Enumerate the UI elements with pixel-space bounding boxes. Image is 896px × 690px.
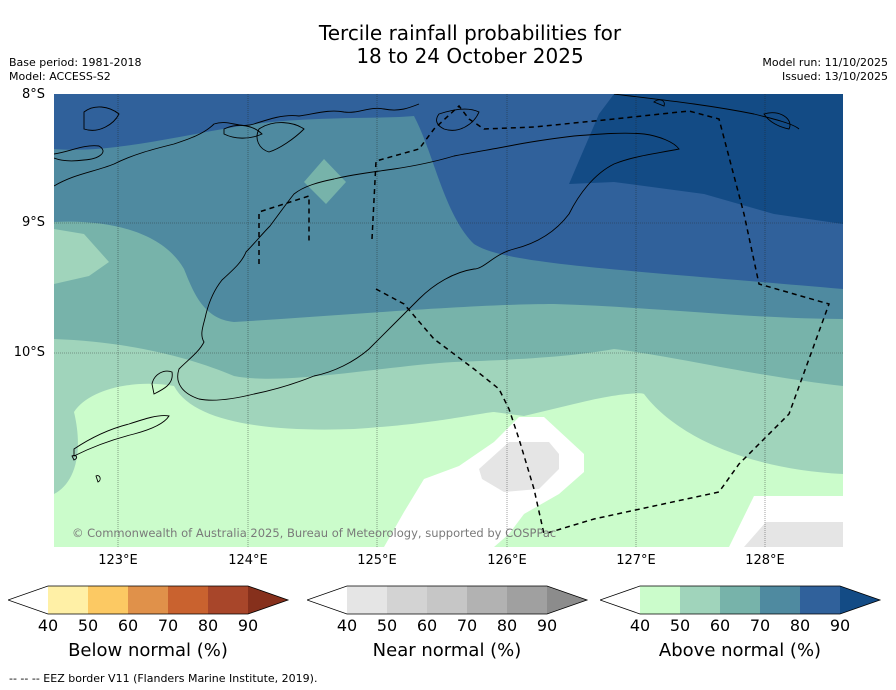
coast-alor-flores <box>54 103 420 187</box>
coast-island-c <box>223 124 263 139</box>
below-tick-40: 40 <box>37 616 59 635</box>
eez-border <box>258 104 830 535</box>
near-tick-60: 60 <box>416 616 438 635</box>
above-tick-80: 80 <box>789 616 811 635</box>
issued-date: Issued: 13/10/2025 <box>781 70 888 83</box>
colorbar-below-swatch-2 <box>88 586 128 614</box>
colorbar-near-lower-extension <box>307 586 347 614</box>
coast-timor <box>177 132 680 401</box>
colorbar-below-swatch-4 <box>168 586 208 614</box>
coast-island-a <box>83 106 120 131</box>
above-tick-70: 70 <box>749 616 771 635</box>
copyright-text: © Commonwealth of Australia 2025, Bureau… <box>72 526 556 540</box>
patch-above-60-north <box>304 159 346 204</box>
colorbar-near-outline <box>307 585 589 615</box>
colorbar-near-upper-extension <box>547 586 587 614</box>
near-tick-90: 90 <box>536 616 558 635</box>
below-tick-50: 50 <box>77 616 99 635</box>
lat-label-9s: 9°S <box>21 215 45 230</box>
coast-islet-b <box>763 112 791 130</box>
rainfall-probability-map: © Commonwealth of Australia 2025, Bureau… <box>54 94 843 547</box>
title-line-1: Tercile rainfall probabilities for <box>318 21 622 45</box>
coast-semau <box>151 370 173 395</box>
colorbar-below-upper-extension <box>248 586 288 614</box>
coast-ndao <box>71 455 78 461</box>
near-tick-50: 50 <box>376 616 398 635</box>
above-tick-40: 40 <box>629 616 651 635</box>
colorbar-below-lower-extension <box>8 586 48 614</box>
near-tick-70: 70 <box>456 616 478 635</box>
lat-label-10s: 10°S <box>13 345 45 360</box>
colorbar-near <box>307 585 589 615</box>
below-tick-60: 60 <box>117 616 139 635</box>
title-line-2: 18 to 24 October 2025 <box>356 44 584 68</box>
above-normal-label: Above normal (%) <box>658 640 822 661</box>
colorbar-near-swatch-3 <box>427 586 467 614</box>
near-tick-40: 40 <box>336 616 358 635</box>
coast-north-islands <box>613 94 800 130</box>
lon-label-124e: 124°E <box>228 553 268 568</box>
above-tick-60: 60 <box>709 616 731 635</box>
lon-label-125e: 125°E <box>357 553 397 568</box>
colorbar-near-swatch-5 <box>507 586 547 614</box>
colorbar-near-swatch-1 <box>347 586 387 614</box>
lat-label-8s: 8°S <box>21 87 45 102</box>
near-tick-80: 80 <box>496 616 518 635</box>
eez-segment-south <box>375 288 545 535</box>
colorbar-above-outline <box>600 585 882 615</box>
coastlines <box>54 94 800 483</box>
near-normal-label: Near normal (%) <box>372 640 522 661</box>
model-name: Model: ACCESS-S2 <box>9 70 111 83</box>
colorbar-above-swatch-1 <box>640 586 680 614</box>
above-tick-90: 90 <box>829 616 851 635</box>
colorbar-above-upper-extension <box>840 586 880 614</box>
model-run: Model run: 11/10/2025 <box>762 56 888 69</box>
colorbar-near-swatch-2 <box>387 586 427 614</box>
below-tick-90: 90 <box>237 616 259 635</box>
below-tick-80: 80 <box>197 616 219 635</box>
lon-label-128e: 128°E <box>745 553 785 568</box>
colorbar-near-swatch-4 <box>467 586 507 614</box>
coast-wetar <box>436 108 480 131</box>
coast-islet-c <box>95 475 101 483</box>
colorbar-above <box>600 585 882 615</box>
coast-rote <box>73 415 170 457</box>
colorbar-above-swatch-4 <box>760 586 800 614</box>
eez-segment-oecusse <box>258 194 310 264</box>
colorbar-below <box>8 585 290 615</box>
patch-above-50-west <box>54 229 109 284</box>
coast-island-d <box>256 122 305 153</box>
above-tick-50: 50 <box>669 616 691 635</box>
lon-label-123e: 123°E <box>98 553 138 568</box>
lon-label-127e: 127°E <box>616 553 656 568</box>
below-normal-label: Below normal (%) <box>68 640 228 661</box>
below-tick-70: 70 <box>157 616 179 635</box>
colorbar-above-swatch-3 <box>720 586 760 614</box>
coast-island-b <box>54 145 104 162</box>
colorbar-above-lower-extension <box>600 586 640 614</box>
lon-label-126e: 126°E <box>487 553 527 568</box>
band-above-40 <box>54 383 843 547</box>
base-period: Base period: 1981-2018 <box>9 56 142 69</box>
coast-islet-a <box>653 99 665 107</box>
band-above-90 <box>569 94 843 224</box>
patch-near-50 <box>479 442 559 492</box>
eez-segment-east <box>371 104 830 535</box>
colorbar-above-swatch-5 <box>800 586 840 614</box>
graticule <box>54 94 843 547</box>
colorbar-below-swatch-3 <box>128 586 168 614</box>
patch-near-50-east <box>744 522 843 547</box>
eez-footnote: -- -- -- EEZ border V11 (Flanders Marine… <box>9 672 318 685</box>
colorbar-above-swatch-2 <box>680 586 720 614</box>
colorbar-below-swatch-5 <box>208 586 248 614</box>
colorbar-below-swatch-1 <box>48 586 88 614</box>
colorbar-below-outline <box>8 585 290 615</box>
